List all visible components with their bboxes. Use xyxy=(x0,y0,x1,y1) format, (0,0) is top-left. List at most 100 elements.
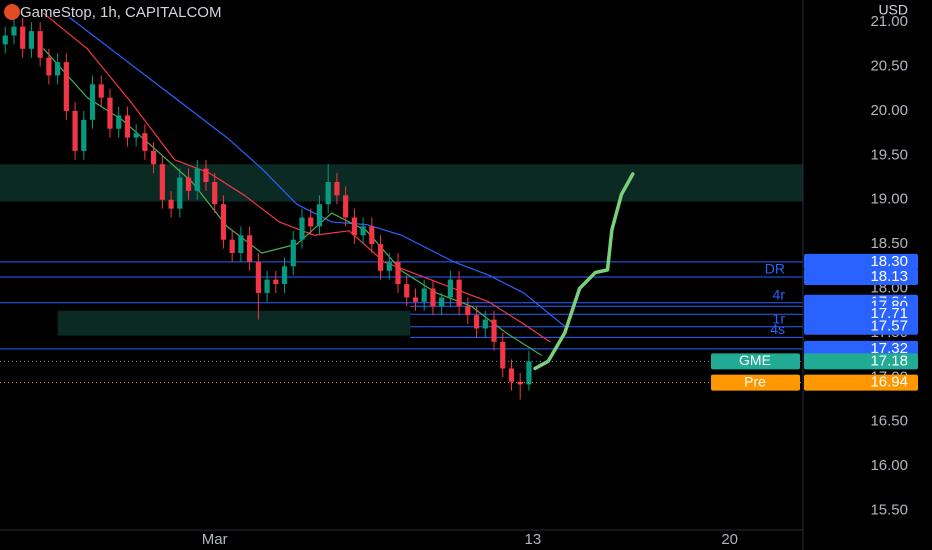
candle-body xyxy=(412,297,419,302)
candle-body xyxy=(212,181,218,205)
candle-body xyxy=(456,279,462,307)
y-tick-label: 20.00 xyxy=(870,102,908,119)
candle-body xyxy=(308,217,314,227)
zone xyxy=(0,164,803,202)
candle-body xyxy=(11,26,17,36)
candle-body xyxy=(247,235,253,262)
y-tick-label: 16.00 xyxy=(870,457,908,474)
candle-body xyxy=(159,164,165,200)
candle-body xyxy=(316,204,323,227)
hand-drawing xyxy=(533,172,635,371)
candle-body xyxy=(386,261,392,271)
candle-body xyxy=(430,288,436,307)
candle-body xyxy=(343,195,349,218)
candle-body xyxy=(116,115,122,129)
y-tick-label: 19.50 xyxy=(870,146,908,163)
level-price-label: 18.13 xyxy=(870,268,908,285)
y-tick-label: 16.50 xyxy=(870,413,908,430)
candle-body xyxy=(334,181,340,196)
marker-name: GME xyxy=(739,352,771,368)
y-tick-label: 15.50 xyxy=(870,501,908,518)
chart-title: GameStop, 1h, CAPITALCOM xyxy=(20,4,221,21)
candle-body xyxy=(133,133,139,138)
currency-label: USD xyxy=(878,2,908,18)
candle-body xyxy=(168,199,174,209)
candle-body xyxy=(107,97,113,129)
candle-body xyxy=(46,57,52,76)
candle-body xyxy=(439,297,445,307)
candle-body xyxy=(273,279,279,285)
x-tick-label: 20 xyxy=(721,531,738,548)
candle-body xyxy=(81,119,87,151)
zone xyxy=(57,310,411,336)
candle-body xyxy=(369,226,375,245)
level-price-box xyxy=(804,340,918,357)
level-price-box xyxy=(804,306,918,323)
candle-body xyxy=(63,62,69,111)
y-tick-label: 20.50 xyxy=(870,58,908,75)
candle-body xyxy=(482,319,488,329)
level-name: DR xyxy=(765,261,785,277)
level-name: 4r xyxy=(773,286,786,302)
marker-name-box xyxy=(711,353,800,370)
candle-body xyxy=(299,217,305,240)
level-price-label: 17.71 xyxy=(870,305,908,322)
candle-body xyxy=(500,341,506,369)
x-tick-label: 13 xyxy=(525,531,542,548)
candle-body xyxy=(447,279,453,298)
candle-body xyxy=(526,361,532,385)
marker-price-label: 17.18 xyxy=(870,352,908,369)
marker-name-box xyxy=(711,374,800,391)
level-price-box xyxy=(804,268,918,285)
candle-body xyxy=(177,177,183,209)
candle-body xyxy=(142,133,148,151)
candle-body xyxy=(264,279,270,293)
candle-body xyxy=(325,181,331,205)
level-price-label: 17.32 xyxy=(870,340,908,357)
candle-body xyxy=(28,31,35,49)
y-tick-label: 21.00 xyxy=(870,13,908,30)
candle-body xyxy=(72,110,78,151)
moving-average xyxy=(69,17,568,330)
level-name: 1r xyxy=(773,310,786,326)
candle-body xyxy=(395,261,401,285)
marker-price-label: 16.94 xyxy=(870,374,908,391)
level-price-label: 18.30 xyxy=(870,253,908,270)
candle-body xyxy=(98,84,104,98)
candle-body xyxy=(194,168,200,191)
x-tick-label: Mar xyxy=(202,531,228,548)
symbol-icon[interactable] xyxy=(4,4,20,20)
candle-body xyxy=(229,239,235,254)
candle-body xyxy=(37,31,43,58)
candle-body xyxy=(465,306,471,316)
marker-price-box xyxy=(804,353,918,370)
candle-body xyxy=(124,115,131,138)
marker-price-box xyxy=(804,374,918,391)
y-tick-label: 19.00 xyxy=(870,191,908,208)
moving-average xyxy=(43,12,551,343)
candle-body xyxy=(290,239,296,267)
candle-body xyxy=(360,226,366,236)
y-tick-label: 18.50 xyxy=(870,235,908,252)
level-name: 4s xyxy=(770,321,785,337)
marker-name: Pre xyxy=(744,373,766,389)
candle-body xyxy=(421,288,427,302)
candle-body xyxy=(20,26,26,49)
candle-body xyxy=(377,244,384,271)
candle-body xyxy=(508,368,515,382)
candle-body xyxy=(473,315,480,329)
candle-body xyxy=(89,84,96,120)
level-price-box xyxy=(804,318,918,335)
candle-body xyxy=(404,284,410,298)
level-price-box xyxy=(804,253,918,270)
candle-body xyxy=(185,177,192,191)
candle-body xyxy=(238,235,244,254)
plot-area xyxy=(0,12,803,400)
candle-body xyxy=(220,204,227,240)
candle-body xyxy=(351,217,357,236)
candle-body xyxy=(281,266,288,285)
candle-body xyxy=(151,150,157,165)
